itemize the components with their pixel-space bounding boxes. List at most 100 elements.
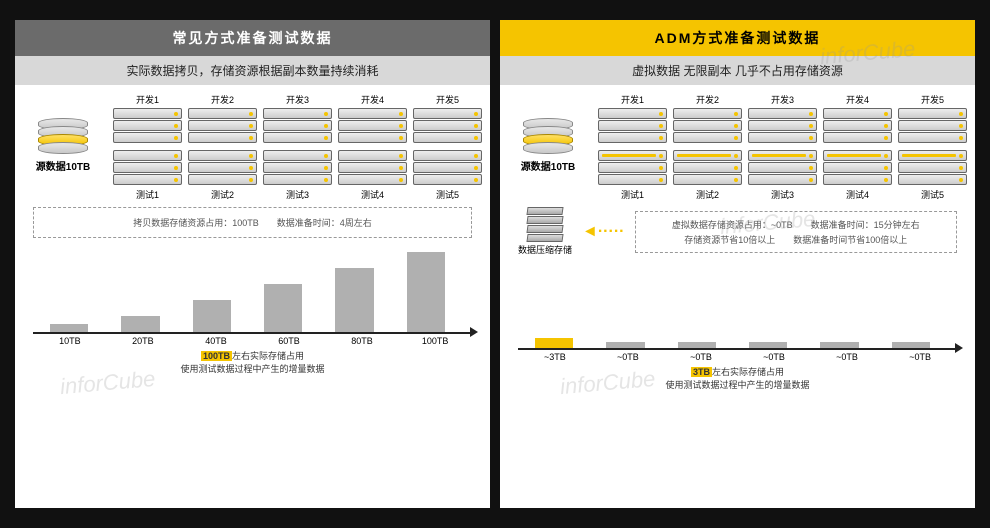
server-column: 开发5 测试5 — [413, 93, 482, 201]
server-unit — [748, 174, 817, 185]
bar — [121, 316, 159, 332]
server-unit — [823, 120, 892, 131]
x-axis-label: 10TB — [42, 336, 98, 346]
panels: 常见方式准备测试数据 实际数据拷贝，存储资源根据副本数量持续消耗 源数据10TB… — [0, 0, 990, 528]
server-unit — [263, 120, 332, 131]
server-unit — [598, 150, 667, 161]
server-column: 开发3测试3 — [263, 93, 332, 201]
source-db-left: 源数据10TB — [23, 93, 103, 201]
bar — [193, 300, 231, 332]
dev-label: 开发2 — [696, 93, 719, 106]
panel-content-left: 源数据10TB 开发1测试1开发2测试2开发3测试3开发4测试4开发5测试5 拷… — [15, 85, 490, 508]
server-unit — [188, 174, 257, 185]
panel-traditional: 常见方式准备测试数据 实际数据拷贝，存储资源根据副本数量持续消耗 源数据10TB… — [15, 20, 490, 508]
server-unit — [748, 120, 817, 131]
server-unit — [413, 120, 482, 131]
server-unit — [823, 132, 892, 143]
server-unit — [263, 132, 332, 143]
server-unit — [413, 150, 482, 161]
server-grid-left: 源数据10TB 开发1测试1开发2测试2开发3测试3开发4测试4开发5测试5 — [23, 93, 482, 201]
x-axis-label: 20TB — [115, 336, 171, 346]
test-label: 测试2 — [211, 188, 234, 201]
panel-subtitle-right: 虚拟数据 无限副本 几乎不占用存储资源 — [500, 56, 975, 85]
server-unit — [188, 150, 257, 161]
bar — [407, 252, 445, 332]
bar — [820, 342, 858, 348]
source-label-left: 源数据10TB — [36, 158, 90, 173]
server-unit — [598, 162, 667, 173]
bar-wrap — [669, 342, 724, 348]
bar-wrap — [184, 300, 239, 332]
server-unit — [898, 162, 967, 173]
bar — [606, 342, 644, 348]
server-column: 开发1 测试1 — [598, 93, 667, 201]
bar — [535, 338, 573, 348]
server-column: 开发4测试4 — [823, 93, 892, 201]
server-unit — [113, 150, 182, 161]
test-label: 测试5 — [436, 188, 459, 201]
x-axis-label: ~0TB — [746, 352, 802, 362]
x-axis-label: ~0TB — [892, 352, 948, 362]
server-unit — [263, 150, 332, 161]
server-unit — [598, 120, 667, 131]
server-unit — [263, 174, 332, 185]
server-unit — [338, 150, 407, 161]
test-label: 测试3 — [286, 188, 309, 201]
adm-compress-row: 数据压缩存储 ◄····· 虚拟数据存储资源占用：~0TB 数据准备时间：15分… — [518, 207, 957, 256]
server-unit — [898, 108, 967, 119]
x-axis-label: ~0TB — [600, 352, 656, 362]
server-unit — [338, 120, 407, 131]
bar-wrap — [527, 338, 582, 348]
bar-wrap — [256, 284, 311, 332]
server-unit — [338, 162, 407, 173]
server-unit — [748, 162, 817, 173]
bar — [678, 342, 716, 348]
server-unit — [673, 174, 742, 185]
chart-caption-right: 3TB左右实际存储占用 使用测试数据过程中产生的增量数据 — [518, 366, 957, 391]
test-label: 测试2 — [696, 188, 719, 201]
server-unit — [823, 150, 892, 161]
server-unit — [188, 120, 257, 131]
server-grid-right: 源数据10TB 开发1测试1开发2测试2开发3测试3开发4测试4开发5测试5 — [508, 93, 967, 201]
dev-label: 开发3 — [771, 93, 794, 106]
server-unit — [673, 150, 742, 161]
test-label: 测试3 — [771, 188, 794, 201]
server-unit — [413, 132, 482, 143]
bar-chart-left: 10TB20TB40TB60TB80TB100TB 100TB左右实际存储占用 … — [23, 244, 482, 375]
x-axis-label: 100TB — [407, 336, 463, 346]
x-axis-label: ~0TB — [673, 352, 729, 362]
bar — [892, 342, 930, 348]
server-unit — [113, 120, 182, 131]
server-unit — [823, 162, 892, 173]
server-column: 开发2 测试2 — [673, 93, 742, 201]
bar-wrap — [812, 342, 867, 348]
test-label: 测试1 — [621, 188, 644, 201]
server-unit — [823, 108, 892, 119]
panel-header-left: 常见方式准备测试数据 — [15, 20, 490, 56]
bar-wrap — [398, 252, 453, 332]
dev-label: 开发1 — [621, 93, 644, 106]
server-unit — [113, 174, 182, 185]
server-unit — [673, 120, 742, 131]
dev-label: 开发5 — [436, 93, 459, 106]
bar-wrap — [327, 268, 382, 332]
server-unit — [413, 174, 482, 185]
server-column: 开发3 测试3 — [748, 93, 817, 201]
server-column: 开发5测试5 — [898, 93, 967, 201]
server-unit — [113, 108, 182, 119]
server-unit — [413, 162, 482, 173]
x-axis-label: 60TB — [261, 336, 317, 346]
x-axis-label: ~3TB — [527, 352, 583, 362]
server-column: 开发4测试4 — [338, 93, 407, 201]
server-unit — [338, 132, 407, 143]
x-axis-label: ~0TB — [819, 352, 875, 362]
test-label: 测试4 — [846, 188, 869, 201]
panel-adm: ADM方式准备测试数据 虚拟数据 无限副本 几乎不占用存储资源 源数据10TB … — [500, 20, 975, 508]
test-label: 测试5 — [921, 188, 944, 201]
dev-label: 开发4 — [361, 93, 384, 106]
bar — [264, 284, 302, 332]
bar-wrap — [741, 342, 796, 348]
server-unit — [598, 132, 667, 143]
server-unit — [748, 150, 817, 161]
server-unit — [673, 132, 742, 143]
